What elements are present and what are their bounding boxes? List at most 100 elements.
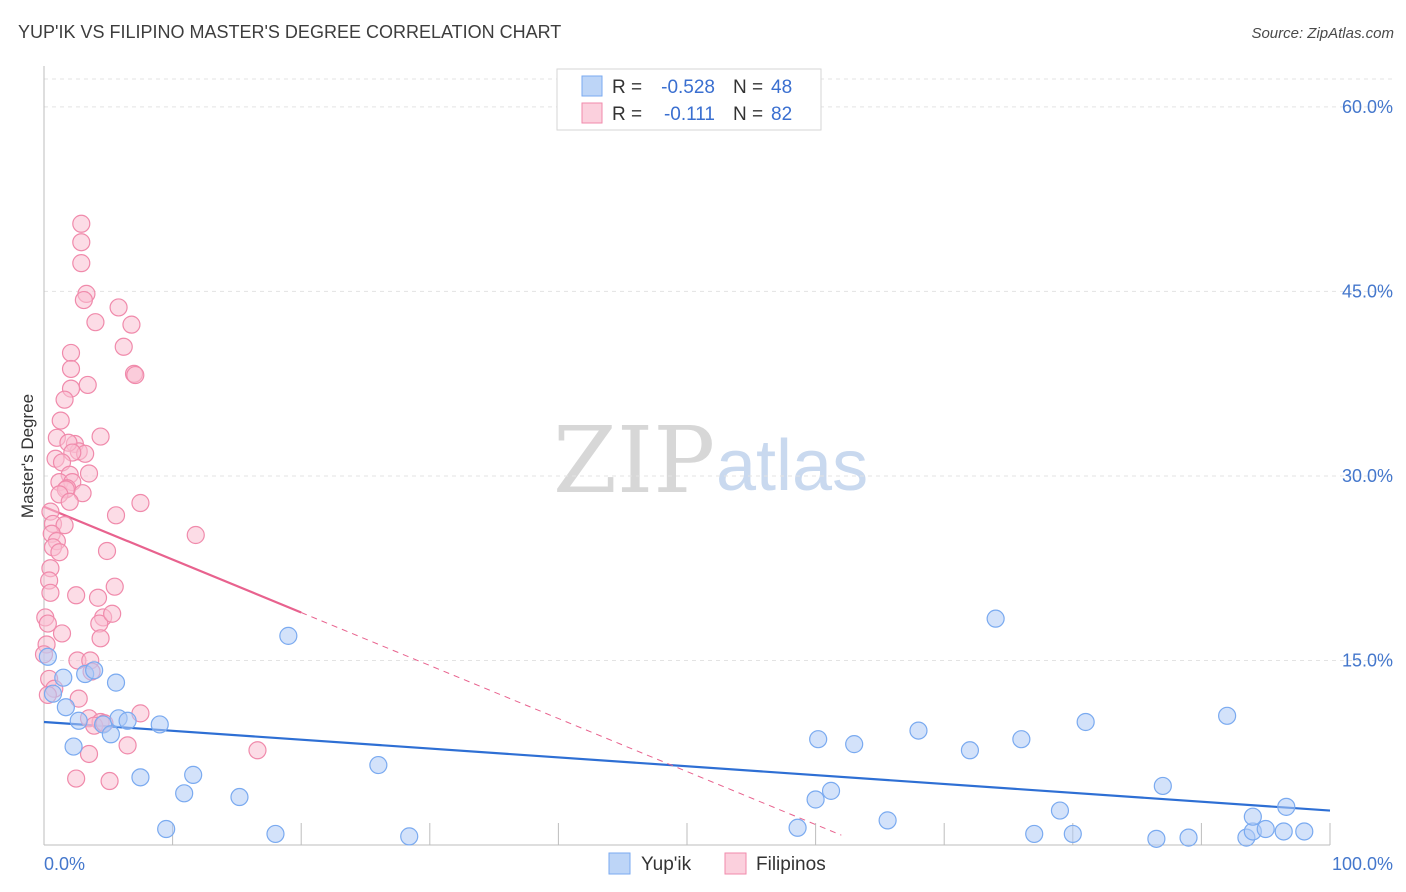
legend-r-label-filipinos: R =: [612, 104, 642, 125]
gridlines: [44, 78, 1394, 661]
point-filipinos-7: [122, 315, 141, 334]
point-yupik-22: [400, 827, 419, 846]
series-legend-swatch-yupik: [608, 852, 631, 875]
legend-swatch-yupik: [581, 75, 603, 97]
point-filipinos-41: [186, 525, 205, 545]
point-filipinos-49: [41, 583, 60, 602]
point-filipinos-1: [72, 233, 91, 252]
point-filipinos-8: [114, 337, 133, 356]
point-yupik-0: [38, 647, 57, 666]
point-filipinos-48: [105, 577, 124, 596]
point-yupik-21: [369, 755, 388, 775]
point-filipinos-12: [126, 365, 145, 385]
point-yupik-35: [1063, 824, 1082, 844]
point-filipinos-75: [79, 744, 99, 764]
point-yupik-34: [1050, 801, 1070, 820]
point-yupik-36: [1076, 712, 1095, 732]
point-yupik-9: [101, 725, 120, 744]
point-yupik-10: [106, 673, 126, 692]
point-filipinos-45: [97, 541, 117, 561]
point-yupik-13: [131, 768, 150, 787]
point-yupik-44: [1256, 819, 1275, 839]
point-filipinos-9: [61, 343, 81, 363]
point-yupik-38: [1147, 829, 1166, 848]
trend-lines: [43, 505, 1331, 836]
point-yupik-43: [1243, 807, 1262, 826]
point-yupik-31: [986, 609, 1005, 628]
point-yupik-28: [878, 811, 897, 830]
y-tick-label-2: 45.0%: [1342, 281, 1393, 301]
point-yupik-24: [809, 730, 828, 749]
chart-title: YUP'IK VS FILIPINO MASTER'S DEGREE CORRE…: [18, 22, 561, 42]
point-yupik-7: [85, 661, 104, 680]
point-yupik-27: [845, 735, 864, 754]
point-filipinos-57: [52, 624, 72, 643]
legend-n-label-filipinos: N =: [733, 104, 763, 125]
point-filipinos-73: [118, 736, 137, 755]
point-filipinos-32: [73, 484, 92, 503]
watermark-zip: ZIP: [553, 407, 715, 514]
point-filipinos-54: [38, 614, 57, 633]
point-yupik-18: [230, 787, 249, 807]
point-filipinos-26: [79, 464, 99, 483]
point-filipinos-16: [51, 411, 70, 430]
point-yupik-20: [279, 626, 298, 645]
series-legend: Yup'ik Filipinos: [608, 852, 826, 875]
point-yupik-37: [1153, 776, 1172, 796]
point-filipinos-50: [67, 586, 86, 605]
stats-legend: R = -0.528 N = 48 R = -0.111 N = 82: [556, 68, 822, 131]
point-yupik-23: [788, 818, 807, 837]
tick-labels: 15.0% 30.0% 45.0% 60.0% 0.0% 100.0%: [44, 97, 1393, 874]
y-tick-label-0: 15.0%: [1342, 650, 1393, 670]
point-filipinos-10: [61, 359, 81, 379]
point-filipinos-58: [91, 629, 110, 648]
point-yupik-3: [43, 684, 63, 703]
point-yupik-1: [54, 668, 73, 687]
point-filipinos-6: [86, 313, 105, 332]
point-filipinos-44: [50, 543, 69, 562]
point-yupik-19: [266, 824, 285, 844]
point-filipinos-17: [91, 427, 110, 446]
point-yupik-12: [118, 711, 137, 730]
x-tick-label-1: 100.0%: [1332, 854, 1393, 874]
point-filipinos-5: [109, 298, 128, 317]
point-yupik-39: [1179, 828, 1198, 847]
point-yupik-33: [1025, 824, 1044, 844]
legend-r-label-yupik: R =: [612, 77, 642, 98]
y-tick-label-3: 60.0%: [1342, 97, 1393, 117]
point-filipinos-35: [131, 493, 150, 513]
point-yupik-25: [806, 790, 825, 809]
point-yupik-14: [150, 715, 169, 734]
legend-swatch-filipinos: [581, 102, 603, 124]
y-axis-title: Master's Degree: [18, 394, 37, 518]
point-filipinos-67: [69, 689, 88, 708]
point-yupik-46: [1274, 822, 1293, 841]
series-legend-label-yupik: Yup'ik: [641, 854, 692, 875]
legend-n-label-yupik: N =: [733, 77, 763, 98]
point-yupik-47: [1295, 822, 1314, 841]
point-yupik-4: [64, 737, 83, 756]
point-yupik-32: [1012, 730, 1031, 749]
legend-n-value-yupik: 48: [771, 77, 792, 98]
legend-r-value-filipinos: -0.111: [664, 104, 715, 125]
chart-source: Source: ZipAtlas.com: [1251, 25, 1394, 42]
series-legend-swatch-filipinos: [724, 852, 747, 875]
point-filipinos-13: [78, 375, 97, 395]
point-yupik-15: [157, 819, 176, 839]
watermark: ZIP atlas: [553, 407, 868, 514]
point-filipinos-34: [60, 492, 79, 511]
trend-line-dashed-filipinos: [301, 612, 842, 836]
point-yupik-2: [56, 698, 75, 717]
point-filipinos-74: [248, 741, 267, 760]
point-filipinos-39: [55, 516, 74, 535]
trend-line-filipinos: [43, 505, 302, 614]
point-filipinos-4: [74, 290, 93, 310]
point-yupik-40: [1218, 706, 1237, 725]
x-tick-label-0: 0.0%: [44, 854, 85, 874]
point-yupik-17: [184, 765, 203, 784]
legend-n-value-filipinos: 82: [771, 104, 792, 125]
point-filipinos-76: [67, 769, 86, 788]
point-yupik-45: [1277, 797, 1296, 816]
point-yupik-29: [909, 721, 928, 740]
